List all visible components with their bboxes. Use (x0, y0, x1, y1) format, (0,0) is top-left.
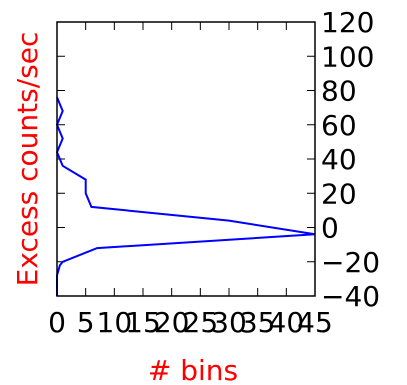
series-line (55, 96, 316, 296)
x-axis-label: # bins (148, 354, 238, 385)
y-axis-label: Excess counts/sec (11, 32, 44, 287)
y-tick-label: 60 (321, 109, 357, 142)
plot-frame (56, 21, 316, 297)
x-tick-label: 45 (297, 306, 333, 339)
x-tick-label: 30 (211, 306, 247, 339)
x-tick-label: 40 (269, 306, 305, 339)
x-tick-label: 35 (240, 306, 276, 339)
y-tick-label: 20 (321, 177, 357, 210)
plot-area (57, 22, 315, 296)
y-tick-label: 100 (321, 40, 374, 73)
x-tick-label: 25 (183, 306, 219, 339)
y-tick-label: 120 (321, 6, 374, 39)
y-tick-label: 80 (321, 75, 357, 108)
x-tick-label: 5 (77, 306, 95, 339)
x-tick-label: 10 (97, 306, 133, 339)
y-tick-label: −20 (321, 246, 380, 279)
y-tick-label: 0 (321, 212, 339, 245)
x-tick-label: 20 (154, 306, 190, 339)
x-tick-label: 15 (125, 306, 161, 339)
x-tick-label: 0 (48, 306, 66, 339)
y-tick-label: −40 (321, 280, 380, 313)
y-tick-label: 40 (321, 143, 357, 176)
